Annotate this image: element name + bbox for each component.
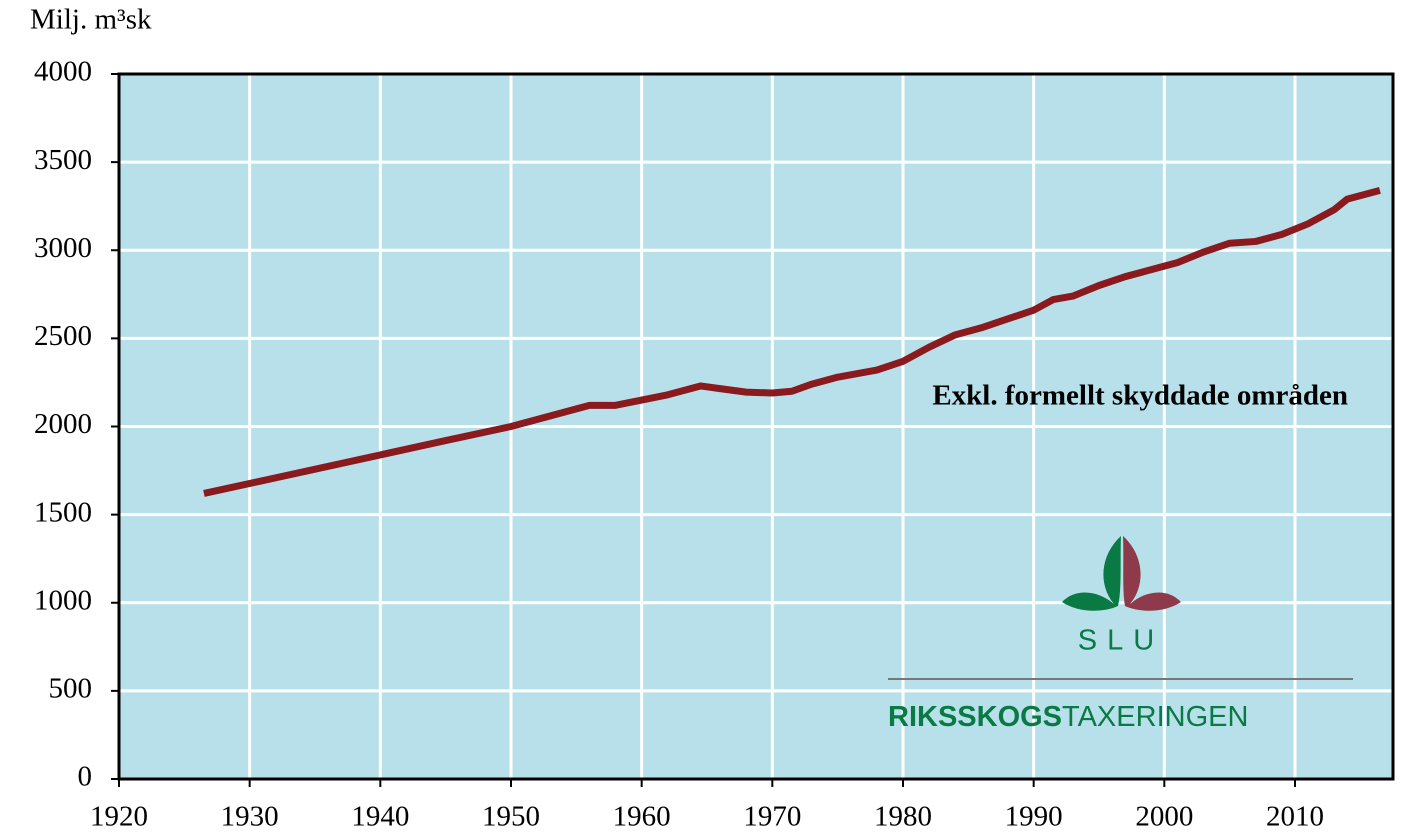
y-tick-label: 1000 bbox=[34, 584, 92, 616]
x-tick-label: 1930 bbox=[221, 801, 279, 833]
y-tick-label: 4000 bbox=[34, 56, 92, 88]
x-tick-label: 2010 bbox=[1266, 801, 1324, 833]
x-tick-label: 1920 bbox=[90, 801, 148, 833]
y-tick-label: 3000 bbox=[34, 232, 92, 264]
y-tick-label: 0 bbox=[78, 761, 93, 793]
y-tick-label: 1500 bbox=[34, 496, 92, 528]
x-tick-label: 1980 bbox=[874, 801, 932, 833]
annotation: Exkl. formellt skyddade områden bbox=[932, 380, 1348, 412]
y-tick-label: 3500 bbox=[34, 144, 92, 176]
y-tick-label: 2000 bbox=[34, 408, 92, 440]
y-tick-label: 500 bbox=[49, 673, 93, 705]
logo-wordmark: RIKSSKOGSTAXERINGEN bbox=[888, 701, 1248, 733]
logo-wordmark-regular: TAXERINGEN bbox=[1062, 701, 1248, 733]
logo-name: SLU bbox=[1078, 625, 1164, 657]
x-tick-label: 1940 bbox=[351, 801, 409, 833]
series bbox=[203, 186, 1381, 497]
x-tick-label: 1960 bbox=[613, 801, 671, 833]
y-axis-label: Milj. m³sk bbox=[30, 4, 152, 36]
logo-wordmark-bold: RIKSSKOGS bbox=[888, 701, 1062, 733]
x-tick-label: 1950 bbox=[482, 801, 540, 833]
logo-leaf-red bbox=[1123, 536, 1181, 611]
x-tick-label: 1990 bbox=[1005, 801, 1063, 833]
logo-leaf-green bbox=[1062, 536, 1121, 611]
data-line bbox=[203, 186, 1381, 497]
x-tick-label: 2000 bbox=[1135, 801, 1193, 833]
x-tick-label: 1970 bbox=[743, 801, 801, 833]
logo: SLU RIKSSKOGSTAXERINGEN bbox=[888, 536, 1353, 733]
y-tick-label: 2500 bbox=[34, 320, 92, 352]
